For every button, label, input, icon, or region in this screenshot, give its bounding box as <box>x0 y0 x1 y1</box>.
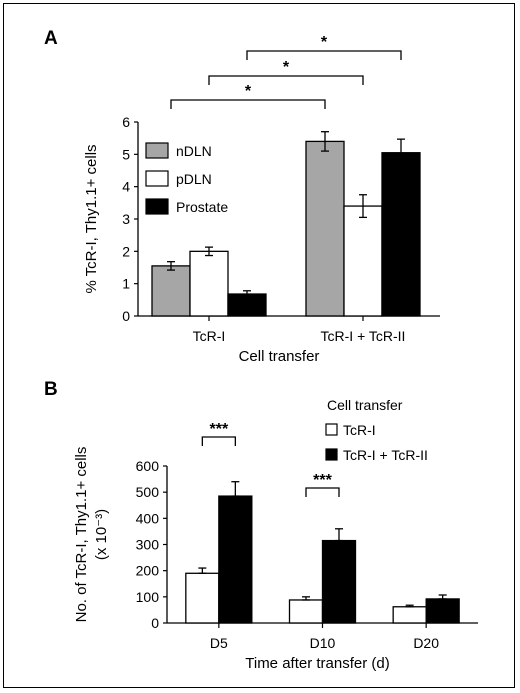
significance-label: *** <box>313 472 332 489</box>
legend-swatch <box>325 448 338 461</box>
legend-swatch <box>145 198 169 215</box>
significance-label: * <box>245 83 252 100</box>
significance-label: *** <box>209 421 228 438</box>
bar <box>343 205 383 317</box>
legend-swatch <box>145 142 169 159</box>
x-tick-label: D20 <box>413 635 439 651</box>
chart-b: 0 100 200 300 400 500 600 D5 D10 D20 *** *** Time af… <box>73 397 478 672</box>
bar <box>218 495 253 624</box>
bar <box>381 152 421 317</box>
x-axis-label: Time after transfer (d) <box>245 655 389 672</box>
y-tick-label: 2 <box>122 243 130 259</box>
significance-bracket <box>170 99 326 109</box>
y-tick-label: 6 <box>122 114 130 130</box>
panel-letter-b: B <box>44 379 58 400</box>
legend-swatch <box>145 170 169 187</box>
significance-bracket <box>305 487 340 497</box>
bar <box>305 140 345 317</box>
figure-frame <box>3 3 515 688</box>
y-tick-label: 400 <box>136 510 160 526</box>
y-tick-label: 500 <box>136 484 160 500</box>
y-tick-label: 5 <box>122 146 130 162</box>
x-tick-label: TcR-I + TcR-II <box>321 328 406 344</box>
y-axis-label-line: (x 10⁻³) <box>93 509 110 560</box>
bar <box>151 265 191 317</box>
significance-bracket <box>208 75 364 85</box>
legend-label: pDLN <box>176 171 212 187</box>
y-tick-label: 600 <box>136 458 160 474</box>
y-tick-label: 0 <box>122 308 130 324</box>
y-tick-label: 200 <box>136 563 160 579</box>
bar <box>425 598 460 624</box>
significance-label: * <box>321 34 328 51</box>
y-tick-label: 4 <box>122 179 130 195</box>
legend-label: TcR-I + TcR-II <box>343 447 428 463</box>
y-axis-label: % TcR-I, Thy1.1+ cells <box>83 144 100 293</box>
y-tick-label: 300 <box>136 537 160 553</box>
panel-letter-a: A <box>44 28 58 49</box>
legend-label: nDLN <box>176 143 212 159</box>
bar <box>321 539 357 624</box>
y-tick-label: 1 <box>122 276 130 292</box>
bar <box>189 250 229 317</box>
y-tick-label: 0 <box>151 615 159 631</box>
bar <box>392 606 427 624</box>
y-tick-label: 3 <box>122 211 130 227</box>
legend-label: TcR-I <box>343 422 376 438</box>
x-tick-label: TcR-I <box>193 328 226 344</box>
x-tick-label: D5 <box>210 635 228 651</box>
y-tick-label: 100 <box>136 589 160 605</box>
y-axis-label-line: No. of TcR-I, Thy1.1+ cells <box>73 447 90 623</box>
significance-bracket <box>246 50 402 60</box>
bar <box>185 572 220 624</box>
significance-label: * <box>283 59 290 76</box>
legend-label: Prostate <box>176 199 228 215</box>
bar <box>288 599 324 624</box>
x-tick-label: D10 <box>310 635 336 651</box>
legend-swatch <box>325 423 338 436</box>
legend-title: Cell transfer <box>327 397 403 413</box>
significance-bracket <box>201 436 236 446</box>
x-axis-label: Cell transfer <box>239 348 320 365</box>
